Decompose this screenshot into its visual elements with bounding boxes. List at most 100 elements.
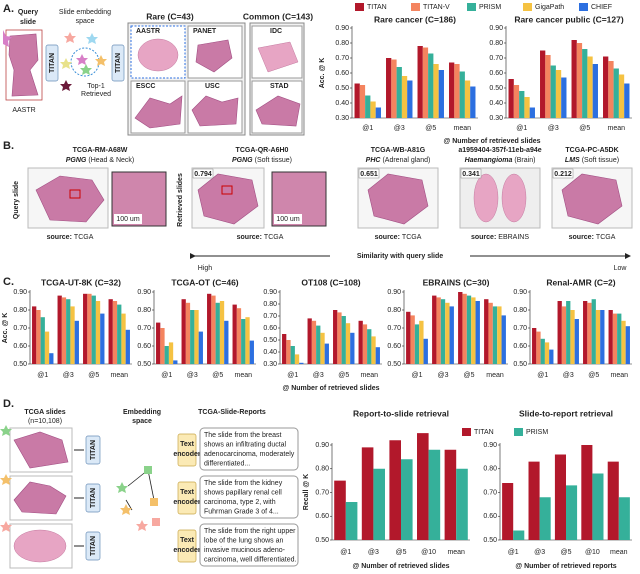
bar: [423, 338, 428, 364]
bar: [389, 440, 401, 540]
y-tick-label: 0.80: [315, 466, 329, 473]
embed-square: [150, 498, 158, 506]
score: 0.651: [360, 171, 378, 178]
source: source: TCGA: [47, 234, 94, 241]
embedding-lines: [125, 469, 155, 511]
text-encoder-label: encoder: [173, 499, 201, 506]
y-axis-label: Recall @ K: [303, 474, 310, 510]
x-tick-label: mean: [607, 125, 625, 132]
bar: [554, 454, 566, 540]
x-tick-label: @1: [508, 549, 519, 556]
bar: [232, 304, 237, 364]
slide-label: USC: [205, 83, 220, 90]
chart-title: TCGA-UT-8K (C=32): [41, 277, 121, 287]
bar: [600, 310, 605, 364]
bar: [592, 473, 604, 540]
encoder-label: TITAN: [115, 53, 122, 73]
common-title: Common (C=143): [243, 11, 313, 21]
y-tick-label: 0.30: [489, 115, 503, 122]
y-tick-label: 0.80: [335, 40, 349, 47]
x-tick-label: @5: [425, 125, 436, 132]
source-value: TCGA: [74, 234, 94, 241]
chart-title: Rare cancer (C=186): [374, 14, 456, 24]
bar: [164, 346, 169, 364]
text-encoder-box: [177, 433, 197, 467]
bar: [524, 97, 530, 118]
text-encoder-label: encoder: [173, 547, 201, 554]
bar: [508, 79, 514, 118]
slide-label: IDC: [270, 28, 282, 35]
y-tick-label: 0.90: [513, 289, 527, 296]
chart-title: EBRAINS (C=30): [423, 277, 490, 287]
legend-swatch: [462, 428, 471, 436]
encoder-label: TITAN: [90, 488, 97, 508]
encoder-box: [85, 483, 101, 513]
bar: [375, 347, 380, 364]
bar: [592, 64, 598, 118]
bar: [581, 445, 593, 540]
top1-label: Top-1: [87, 83, 105, 90]
bar: [566, 485, 578, 540]
bar: [299, 362, 304, 364]
chart-title: Renal-AMR (C=2): [546, 277, 615, 287]
star: [0, 425, 12, 436]
slide-thumb: [473, 173, 499, 223]
bar: [462, 293, 467, 364]
slide-thumb: [197, 173, 259, 225]
report-line: differentiated...: [204, 460, 250, 467]
zoom-box: [221, 185, 233, 195]
bar: [419, 320, 424, 364]
bar: [91, 295, 96, 364]
x-tick-label: @3: [187, 372, 198, 379]
legend-label: PRISM: [479, 4, 501, 11]
x-tick-label: @1: [412, 372, 423, 379]
bar: [224, 320, 229, 364]
x-tick-label: @1: [537, 372, 548, 379]
star: [3, 30, 12, 47]
star: [0, 521, 12, 532]
slide-thumb: [35, 175, 105, 223]
text-encoder-label: encoder: [173, 451, 201, 458]
report-line: shows an infiltrating ductal: [204, 441, 287, 448]
legend-swatch: [523, 3, 532, 11]
legend-label: TITAN: [367, 4, 387, 11]
bar: [294, 354, 300, 364]
source: source: TCGA: [375, 234, 422, 241]
bar: [108, 299, 113, 364]
bar: [612, 313, 618, 364]
space-title: space: [76, 18, 95, 25]
bar: [608, 310, 613, 364]
slide-label: PANET: [193, 28, 217, 35]
slide-thumb: [257, 41, 299, 73]
y-tick-label: 0.80: [263, 301, 277, 308]
panel-a-diagram: Query slide AASTR Slide embedding space …: [3, 9, 313, 136]
y-tick-label: 0.60: [13, 343, 27, 350]
low-label: Low: [614, 265, 628, 272]
legend-label: PRISM: [526, 429, 548, 436]
source-label: source:: [471, 234, 496, 241]
bar: [587, 302, 592, 364]
bar: [428, 53, 434, 118]
y-tick-label: 0.90: [387, 289, 401, 296]
source-label: source:: [569, 234, 594, 241]
y-tick-label: 0.70: [483, 489, 497, 496]
text-encoder-box: [177, 481, 197, 515]
y-tick-label: 0.50: [513, 361, 527, 368]
bar: [582, 49, 588, 118]
bar: [95, 301, 101, 364]
bar: [236, 308, 242, 364]
y-tick-label: 0.80: [513, 307, 527, 314]
slides-title: TCGA slides: [24, 409, 65, 416]
x-tick-label: @5: [588, 372, 599, 379]
bar: [350, 332, 355, 364]
bar: [49, 353, 54, 364]
report-line: carcinoma, type 2, with: [204, 499, 276, 506]
y-tick-label: 0.90: [489, 25, 503, 32]
y-tick-label: 0.30: [263, 361, 277, 368]
slide-thumb: [191, 95, 239, 127]
y-tick-label: 0.50: [489, 85, 503, 92]
bar: [576, 43, 583, 118]
bar: [484, 299, 489, 364]
bar: [241, 319, 246, 364]
x-tick-label: @1: [37, 372, 48, 379]
